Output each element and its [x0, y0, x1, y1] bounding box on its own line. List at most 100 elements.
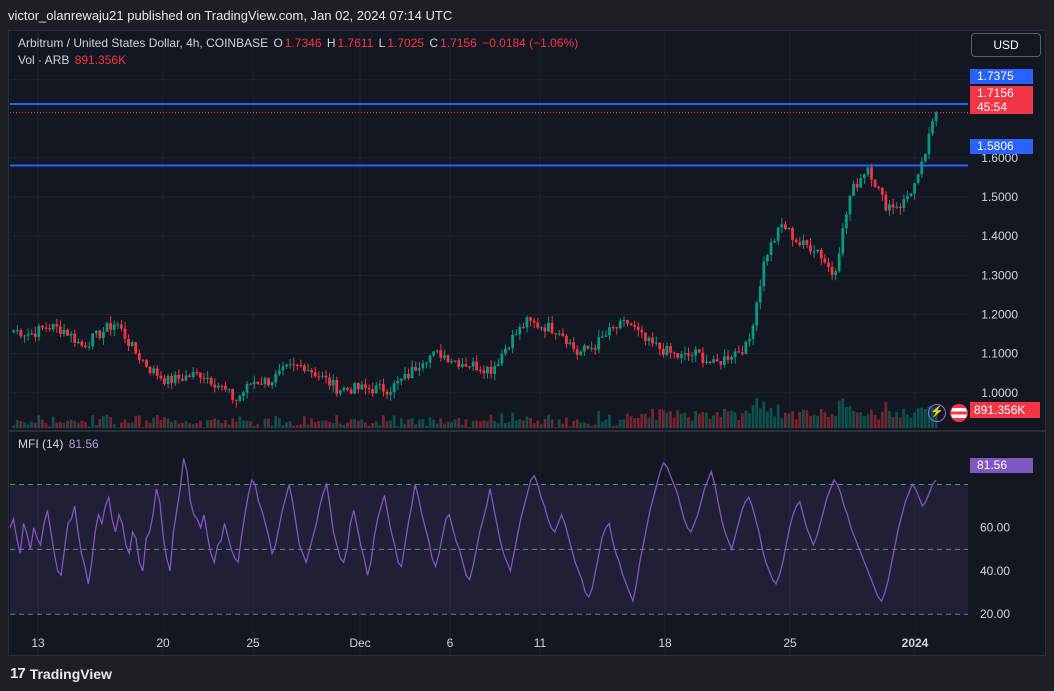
candle-body — [715, 359, 719, 362]
volume-bar — [690, 420, 694, 428]
candle-body — [751, 325, 755, 339]
candle-body — [905, 196, 909, 200]
volume-bar — [859, 412, 863, 428]
volume-bar — [783, 412, 787, 428]
currency-button[interactable]: USD — [971, 33, 1041, 57]
volume-bar — [468, 426, 471, 428]
candle-body — [317, 376, 321, 378]
volume-bar — [801, 409, 805, 428]
candle-body — [173, 374, 177, 384]
candle-body — [661, 349, 665, 355]
volume-bar — [263, 418, 267, 428]
candle-body — [94, 330, 98, 334]
candle-body — [209, 377, 213, 385]
volume-bar — [827, 416, 830, 428]
price-axis-tick: 1.3000 — [981, 268, 1018, 282]
candle-body — [823, 258, 827, 263]
volume-bar — [313, 422, 317, 428]
pane-separator[interactable] — [8, 430, 1046, 432]
candle-body — [407, 373, 410, 379]
candle-body — [690, 355, 694, 357]
brand-footer[interactable]: 17 TradingView — [10, 665, 112, 682]
volume-bar — [267, 418, 270, 428]
volume-bar — [773, 416, 776, 428]
candle-body — [654, 342, 658, 344]
volume-bar — [281, 425, 285, 428]
candle-body — [791, 228, 794, 240]
volume-bar — [590, 426, 593, 428]
volume-bar — [633, 418, 637, 428]
candle-body — [180, 378, 184, 381]
volume-bar — [539, 424, 543, 428]
level-lower-tag: 1.5806 — [970, 139, 1033, 154]
volume-bar — [547, 414, 550, 428]
volume-bar — [428, 417, 432, 428]
candle-body — [320, 375, 324, 377]
volume-bar — [511, 412, 514, 428]
candle-body — [112, 324, 116, 330]
candle-body — [464, 364, 468, 367]
volume-bar — [381, 415, 385, 428]
candle-body — [267, 378, 270, 386]
volume-bar — [640, 414, 644, 428]
volume-bar — [252, 426, 256, 428]
candle-body — [920, 161, 924, 175]
volume-bar — [500, 413, 504, 428]
time-axis-tick: 6 — [447, 636, 454, 650]
candle-body — [12, 330, 16, 333]
volume-bar — [166, 418, 170, 428]
candle-body — [378, 384, 382, 386]
volume-bar — [170, 421, 174, 428]
volume-bar — [730, 410, 733, 428]
volume-bar — [626, 413, 629, 428]
candle-body — [15, 330, 19, 332]
volume-bar — [862, 416, 866, 428]
volume-bar — [891, 416, 895, 428]
volume-bar — [292, 425, 296, 428]
candle-body — [48, 328, 51, 330]
candle-body — [755, 302, 759, 326]
candle-body — [145, 360, 148, 367]
candle-body — [934, 112, 938, 122]
candle-body — [338, 390, 342, 394]
mfi-axis-tick: 60.00 — [980, 521, 1010, 535]
volume-bar — [737, 420, 741, 428]
time-axis-tick: 2024 — [902, 636, 929, 650]
volume-bar — [407, 419, 410, 428]
volume-bar — [356, 420, 360, 428]
candle-body — [514, 334, 518, 336]
volume-bar — [719, 416, 723, 428]
volume-bar — [349, 419, 353, 428]
candle-body — [238, 395, 242, 401]
volume-bar — [791, 411, 794, 428]
volume-bar — [328, 421, 331, 428]
volume-bar — [669, 411, 672, 428]
candle-body — [310, 370, 313, 373]
mfi-axis-tick: 20.00 — [980, 607, 1010, 621]
price-legend: Arbitrum / United States Dollar, 4h, COI… — [18, 36, 580, 50]
volume-bar — [486, 421, 489, 428]
volume-bar — [557, 419, 561, 428]
volume-bar — [331, 423, 335, 428]
volume-bar — [80, 420, 84, 428]
candle-body — [827, 262, 830, 267]
volume-bar — [19, 420, 23, 428]
us-flag-icon[interactable] — [950, 404, 968, 422]
candle-body — [834, 271, 838, 275]
last-price-tag: 1.7156 — [970, 86, 1033, 101]
candle-body — [909, 193, 913, 197]
candle-body — [152, 368, 156, 374]
chart-frame[interactable] — [8, 30, 1046, 656]
volume-bar — [582, 422, 586, 428]
candle-body — [783, 224, 787, 230]
candle-body — [511, 334, 514, 348]
candle-body — [148, 366, 152, 374]
candle-body — [708, 361, 712, 363]
volume-bar — [91, 414, 95, 428]
level-upper-tag: 1.7375 — [970, 69, 1033, 84]
bolt-icon[interactable]: ⚡ — [928, 404, 946, 422]
tradingview-logo-icon: 17 — [10, 665, 26, 682]
volume-bar — [866, 414, 870, 428]
candle-body — [170, 375, 174, 384]
